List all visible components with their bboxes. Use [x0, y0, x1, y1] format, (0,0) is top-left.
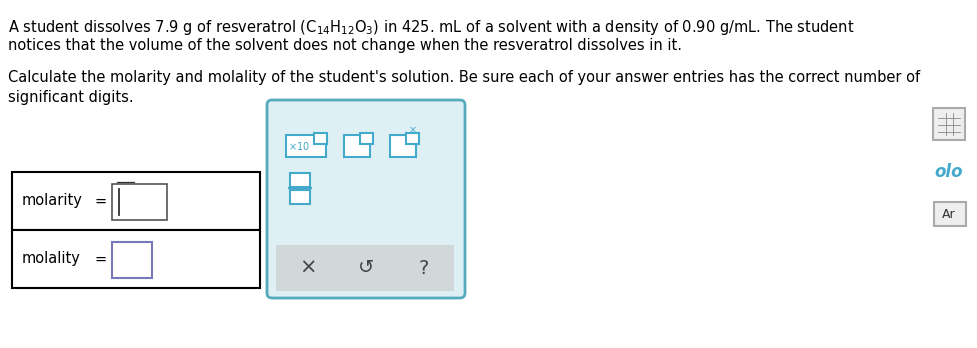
Text: significant digits.: significant digits.: [8, 90, 134, 105]
Text: $\times$: $\times$: [407, 125, 416, 135]
Text: Calculate the molarity and molality of the student's solution. Be sure each of y: Calculate the molarity and molality of t…: [8, 70, 919, 85]
Bar: [314, 133, 326, 144]
Bar: [290, 173, 310, 187]
Text: ×: ×: [299, 258, 317, 278]
Text: =: =: [94, 252, 106, 267]
Bar: [12, 172, 260, 230]
Bar: [390, 135, 415, 157]
Bar: [112, 242, 151, 278]
Bar: [360, 133, 372, 144]
Bar: [276, 245, 453, 291]
Bar: [932, 108, 964, 140]
Bar: [290, 190, 310, 204]
Text: Ar: Ar: [941, 207, 955, 221]
Text: olo: olo: [934, 163, 962, 181]
Text: ↺: ↺: [358, 259, 374, 277]
Text: A student dissolves 7.9 g of resveratrol $\left(\mathregular{C_{14}H_{12}O_3}\ri: A student dissolves 7.9 g of resveratrol…: [8, 18, 854, 37]
Bar: [285, 135, 325, 157]
Text: ?: ?: [418, 259, 429, 277]
FancyBboxPatch shape: [267, 100, 464, 298]
Text: molarity: molarity: [21, 193, 83, 208]
Bar: [933, 202, 965, 226]
Bar: [344, 135, 369, 157]
Text: =: =: [94, 193, 106, 208]
Text: molality: molality: [21, 252, 81, 267]
Bar: [12, 230, 260, 288]
Bar: [112, 184, 167, 220]
Text: $\times$10: $\times$10: [288, 140, 310, 152]
Text: notices that the volume of the solvent does not change when the resveratrol diss: notices that the volume of the solvent d…: [8, 38, 681, 53]
Bar: [405, 133, 418, 144]
